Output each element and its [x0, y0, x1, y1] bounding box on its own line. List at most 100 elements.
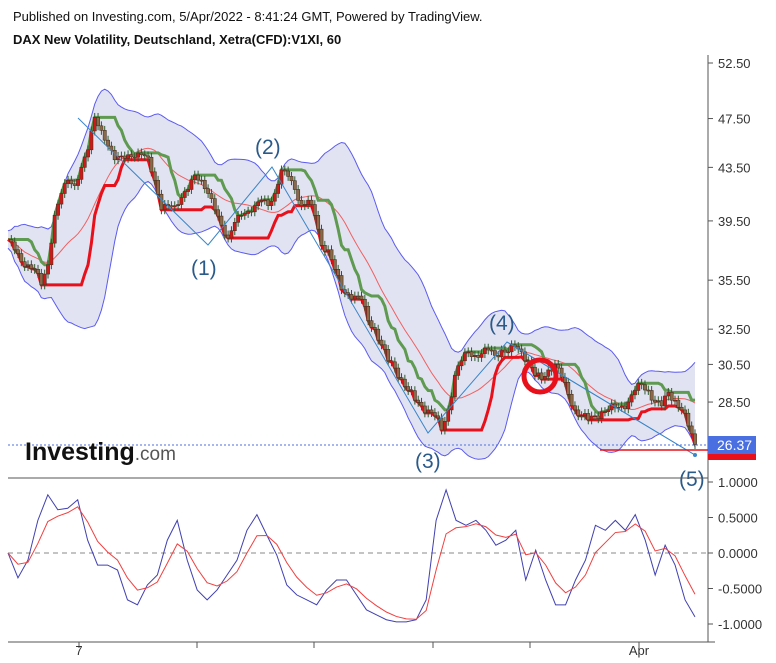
candle	[626, 401, 631, 410]
candle	[379, 339, 384, 346]
candle	[452, 375, 457, 398]
candle	[26, 264, 30, 267]
candle	[656, 400, 661, 403]
candle	[186, 189, 190, 192]
candle	[126, 154, 130, 159]
candle	[376, 328, 381, 341]
candle	[386, 349, 391, 362]
candle	[693, 433, 697, 445]
candle	[266, 199, 271, 206]
candle	[359, 295, 364, 300]
candle	[573, 405, 577, 411]
candle	[152, 171, 157, 181]
price-tick-label: 47.50	[718, 112, 751, 127]
candle	[482, 347, 487, 354]
candle	[663, 395, 667, 407]
candle	[276, 183, 281, 194]
osc-tick-label: 1.0000	[718, 475, 758, 490]
candle	[306, 199, 311, 205]
candle	[456, 365, 461, 376]
candle	[489, 349, 494, 352]
candle	[196, 174, 200, 181]
candle	[122, 155, 127, 159]
osc-tick-label: 0.5000	[718, 511, 758, 526]
candle	[409, 390, 414, 392]
candle	[149, 156, 154, 173]
candle	[586, 413, 591, 421]
candle	[689, 425, 694, 435]
price-tick-label: 32.50	[718, 322, 751, 337]
candle	[259, 199, 264, 203]
candle	[52, 215, 57, 244]
candle	[439, 417, 444, 431]
investing-logo: Investing.com	[25, 438, 176, 466]
candle	[69, 179, 74, 185]
candle	[72, 183, 77, 186]
candle	[382, 344, 387, 350]
candle	[576, 409, 581, 416]
candle	[202, 179, 207, 190]
candle	[99, 125, 104, 131]
candle	[232, 222, 237, 231]
candle	[539, 372, 544, 380]
candle	[462, 352, 467, 362]
candle	[129, 154, 134, 158]
candle	[366, 305, 371, 321]
price-tick-label: 43.50	[718, 160, 751, 175]
candle	[372, 327, 377, 330]
candle	[566, 381, 571, 395]
candle	[242, 213, 247, 216]
candle	[392, 361, 397, 369]
candle	[436, 415, 441, 419]
candle	[92, 117, 97, 132]
candle	[219, 215, 224, 226]
last-price-tag	[708, 436, 756, 454]
candle	[179, 197, 184, 205]
candle	[206, 188, 210, 194]
osc-tick-label: 0.0000	[718, 546, 758, 561]
candle	[623, 405, 627, 410]
candle	[396, 367, 401, 378]
candle	[76, 179, 80, 186]
candle	[19, 253, 24, 263]
candle	[249, 210, 254, 213]
candle	[589, 415, 594, 421]
candle	[649, 390, 654, 401]
candle	[106, 139, 110, 147]
candle	[459, 360, 464, 367]
candle	[479, 353, 484, 358]
candle	[252, 205, 257, 213]
candle	[119, 155, 124, 158]
candle	[162, 204, 167, 211]
candle	[472, 355, 477, 357]
candle	[686, 412, 691, 427]
bollinger-upper-line	[7, 88, 696, 385]
candles	[9, 112, 697, 449]
candle	[683, 409, 687, 414]
candle	[56, 203, 60, 216]
candle	[192, 174, 197, 181]
oscillator-line	[7, 488, 696, 623]
candle	[442, 421, 447, 431]
wave-label-3: (3)	[415, 450, 441, 473]
candle	[319, 228, 324, 246]
candle	[256, 201, 261, 206]
bollinger-lower-line	[7, 180, 696, 460]
chart-title: DAX New Volatility, Deutschland, Xetra(C…	[13, 32, 342, 47]
candle	[579, 415, 584, 417]
candle	[139, 152, 144, 156]
wave-label-1: (1)	[191, 257, 217, 280]
candle	[399, 377, 404, 380]
wave-label-2: (2)	[255, 136, 281, 159]
candle	[316, 215, 321, 230]
candle	[209, 193, 214, 199]
candle	[543, 376, 547, 380]
candle	[666, 392, 671, 397]
signal-line	[7, 506, 696, 620]
candle	[42, 273, 47, 286]
candle	[236, 215, 241, 223]
candle	[603, 411, 607, 413]
candle	[362, 298, 367, 307]
candle	[136, 152, 140, 158]
